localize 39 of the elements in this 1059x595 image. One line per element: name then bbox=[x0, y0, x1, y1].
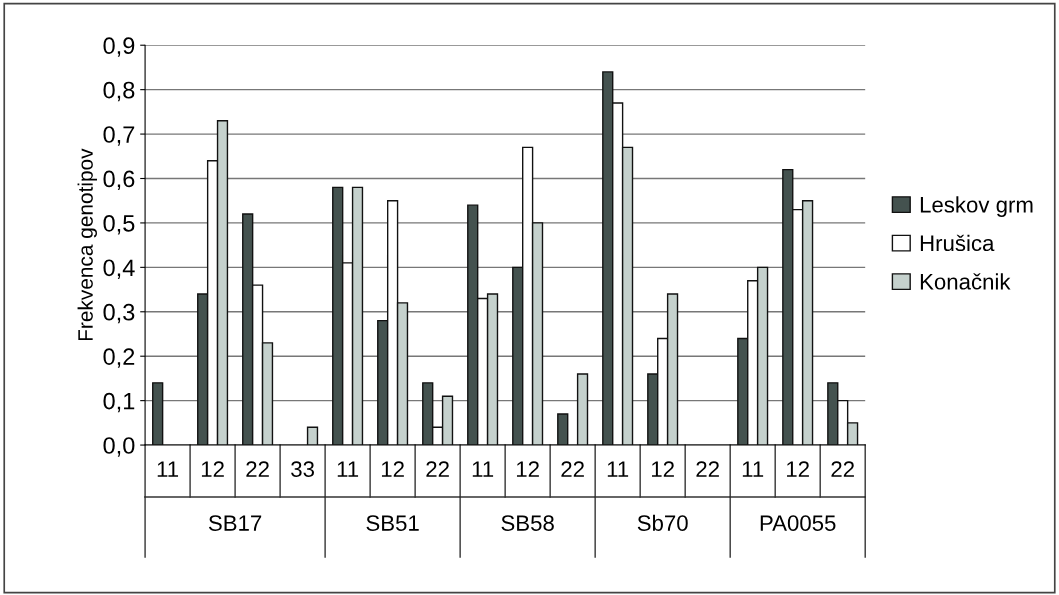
y-tick-label: 0,5 bbox=[103, 214, 135, 235]
x-tick-label: 11 bbox=[337, 461, 359, 477]
x-tick-label: 22 bbox=[831, 461, 854, 477]
x-tick-label: 22 bbox=[426, 461, 449, 477]
y-tick-label: 0,7 bbox=[103, 126, 135, 146]
y-tick-label: 0,9 bbox=[103, 37, 135, 57]
y-tick-label: 0,2 bbox=[103, 348, 135, 368]
text: SB17 bbox=[208, 515, 262, 531]
y-axis-title: Frekvenca genotipov bbox=[77, 148, 97, 341]
legend-label: Leskov grm bbox=[920, 196, 1033, 217]
text: Sb70 bbox=[637, 514, 688, 531]
bar bbox=[557, 413, 569, 446]
x-tick-label: 11 bbox=[607, 461, 629, 477]
legend-label: Hrušica bbox=[920, 234, 995, 252]
y-tick-label: 0,4 bbox=[103, 259, 135, 279]
y-tick-label: 0,3 bbox=[103, 303, 135, 324]
x-tick-label: 12 bbox=[381, 461, 404, 477]
x-tick-label: 33 bbox=[291, 461, 314, 478]
y-tick-label: 0,6 bbox=[103, 170, 135, 191]
x-tick-label: 12 bbox=[516, 461, 539, 477]
x-tick-label: 11 bbox=[742, 461, 764, 477]
y-tick-label: 0,1 bbox=[103, 392, 135, 413]
x-tick-label: 22 bbox=[696, 461, 719, 477]
x-tick-label: 12 bbox=[201, 461, 224, 477]
bar bbox=[576, 373, 589, 446]
x-tick-label: 12 bbox=[652, 461, 674, 477]
text: PA0055 bbox=[760, 515, 836, 531]
text: SB51 bbox=[366, 515, 419, 531]
y-tick-label: 0,0 bbox=[103, 437, 135, 457]
x-tick-label: 11 bbox=[472, 461, 494, 477]
bar bbox=[306, 426, 319, 446]
x-tick-label: 22 bbox=[561, 461, 584, 477]
legend-label: Konačnik bbox=[920, 273, 1011, 290]
x-tick-label: 11 bbox=[157, 461, 179, 477]
bar bbox=[152, 382, 164, 446]
x-tick-label: 22 bbox=[246, 461, 269, 477]
text: SB58 bbox=[501, 515, 554, 531]
y-tick-label: 0,8 bbox=[103, 81, 135, 102]
x-tick-label: 12 bbox=[787, 461, 809, 477]
